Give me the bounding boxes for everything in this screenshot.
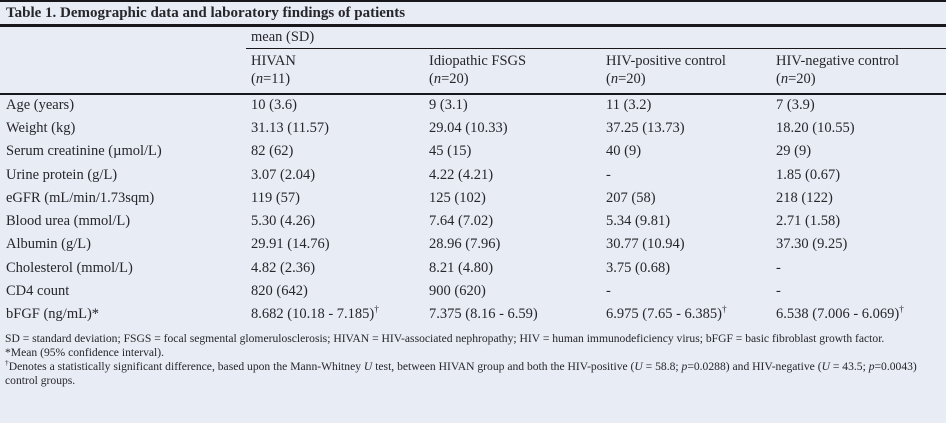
data-cell: 125 (102) bbox=[429, 189, 486, 206]
column-header-hiv-positive-control: HIV-positive control (n=20) bbox=[601, 48, 771, 95]
row-label: Albumin (g/L) bbox=[6, 236, 91, 253]
table-title: Table 1. Demographic data and laboratory… bbox=[0, 0, 946, 27]
data-cell: 6.538 (7.006 - 6.069)† bbox=[776, 305, 904, 323]
column-n: (n=11) bbox=[251, 71, 291, 87]
data-cell: 7.375 (8.16 - 6.59) bbox=[429, 306, 538, 323]
table-row-age: Age (years) 10 (3.6) 9 (3.1) 11 (3.2) 7 … bbox=[0, 94, 946, 117]
header-spacer bbox=[0, 48, 246, 95]
mean-sd-row: mean (SD) bbox=[0, 27, 946, 49]
data-cell: 7 (3.9) bbox=[776, 97, 815, 114]
column-label: HIV-positive control bbox=[606, 52, 726, 69]
column-label: HIV-negative control bbox=[776, 52, 900, 69]
data-cell: - bbox=[776, 283, 781, 300]
data-cell: 7.64 (7.02) bbox=[429, 213, 494, 230]
data-cell: 82 (62) bbox=[251, 143, 294, 160]
table-row-albumin: Albumin (g/L) 29.91 (14.76) 28.96 (7.96)… bbox=[0, 233, 946, 256]
data-cell: 30.77 (10.94) bbox=[606, 236, 685, 253]
data-cell: 8.21 (4.80) bbox=[429, 259, 494, 276]
data-cell: 29.91 (14.76) bbox=[251, 236, 330, 253]
data-cell: 4.82 (2.36) bbox=[251, 259, 316, 276]
data-cell: 3.07 (2.04) bbox=[251, 166, 316, 183]
data-cell: 10 (3.6) bbox=[251, 97, 297, 114]
table-row-bfgf: bFGF (ng/mL)* 8.682 (10.18 - 7.185)† 7.3… bbox=[0, 303, 946, 326]
data-cell: - bbox=[776, 259, 781, 276]
data-cell: 1.85 (0.67) bbox=[776, 166, 841, 183]
data-cell: 5.30 (4.26) bbox=[251, 213, 316, 230]
column-header-idiopathic-fsgs: Idiopathic FSGS (n=20) bbox=[424, 48, 601, 95]
row-label: bFGF (ng/mL)* bbox=[6, 306, 100, 323]
table-row-cd4-count: CD4 count 820 (642) 900 (620) - - bbox=[0, 280, 946, 303]
data-cell: 900 (620) bbox=[429, 283, 486, 300]
table-footnotes: SD = standard deviation; FSGS = focal se… bbox=[0, 326, 946, 388]
table-row-blood-urea: Blood urea (mmol/L) 5.30 (4.26) 7.64 (7.… bbox=[0, 210, 946, 233]
column-n: (n=20) bbox=[776, 71, 816, 87]
row-label: Blood urea (mmol/L) bbox=[6, 213, 131, 230]
row-label: Serum creatinine (µmol/L) bbox=[6, 143, 162, 160]
column-n: (n=20) bbox=[606, 71, 646, 87]
data-cell: 820 (642) bbox=[251, 283, 308, 300]
data-cell: 37.30 (9.25) bbox=[776, 236, 848, 253]
data-cell: 31.13 (11.57) bbox=[251, 119, 329, 136]
table-row-weight: Weight (kg) 31.13 (11.57) 29.04 (10.33) … bbox=[0, 117, 946, 140]
data-cell: - bbox=[606, 166, 611, 183]
data-cell: 3.75 (0.68) bbox=[606, 259, 671, 276]
data-cell: 119 (57) bbox=[251, 189, 300, 206]
row-label: Age (years) bbox=[6, 97, 75, 114]
row-label: Cholesterol (mmol/L) bbox=[6, 259, 133, 276]
column-header-row: HIVAN (n=11) Idiopathic FSGS (n=20) HIV-… bbox=[0, 48, 946, 95]
column-label: HIVAN bbox=[251, 52, 296, 69]
data-cell: 40 (9) bbox=[606, 143, 642, 160]
table-row-urine-protein: Urine protein (g/L) 3.07 (2.04) 4.22 (4.… bbox=[0, 163, 946, 186]
table-row-egfr: eGFR (mL/min/1.73sqm) 119 (57) 125 (102)… bbox=[0, 187, 946, 210]
data-cell: 8.682 (10.18 - 7.185)† bbox=[251, 305, 379, 323]
column-label: Idiopathic FSGS bbox=[429, 52, 527, 69]
footnote-significance: †Denotes a statistically significant dif… bbox=[5, 358, 917, 388]
data-cell: - bbox=[606, 283, 611, 300]
data-cell: 6.975 (7.65 - 6.385)† bbox=[606, 305, 727, 323]
data-cell: 29.04 (10.33) bbox=[429, 119, 508, 136]
header-spacer bbox=[0, 27, 246, 48]
row-label: eGFR (mL/min/1.73sqm) bbox=[6, 189, 155, 206]
data-cell: 45 (15) bbox=[429, 143, 472, 160]
demographics-table: mean (SD) HIVAN (n=11) Idiopathic FSGS (… bbox=[0, 27, 946, 326]
mean-sd-span-header: mean (SD) bbox=[246, 27, 946, 49]
data-cell: 2.71 (1.58) bbox=[776, 213, 841, 230]
data-cell: 28.96 (7.96) bbox=[429, 236, 501, 253]
data-cell: 18.20 (10.55) bbox=[776, 119, 855, 136]
table-row-cholesterol: Cholesterol (mmol/L) 4.82 (2.36) 8.21 (4… bbox=[0, 257, 946, 280]
data-cell: 207 (58) bbox=[606, 189, 656, 206]
column-header-hiv-negative-control: HIV-negative control (n=20) bbox=[771, 48, 946, 95]
data-cell: 11 (3.2) bbox=[606, 97, 652, 114]
data-cell: 9 (3.1) bbox=[429, 97, 468, 114]
column-header-hivan: HIVAN (n=11) bbox=[246, 48, 424, 95]
data-cell: 218 (122) bbox=[776, 189, 833, 206]
table-row-serum-creatinine: Serum creatinine (µmol/L) 82 (62) 45 (15… bbox=[0, 140, 946, 163]
column-n: (n=20) bbox=[429, 71, 469, 87]
data-cell: 5.34 (9.81) bbox=[606, 213, 671, 230]
data-cell: 4.22 (4.21) bbox=[429, 166, 494, 183]
row-label: Weight (kg) bbox=[6, 119, 76, 136]
row-label: Urine protein (g/L) bbox=[6, 166, 118, 183]
footnote-mean-ci: *Mean (95% confidence interval). bbox=[5, 346, 165, 360]
row-label: CD4 count bbox=[6, 283, 70, 300]
data-cell: 29 (9) bbox=[776, 143, 812, 160]
footnote-abbreviations: SD = standard deviation; FSGS = focal se… bbox=[5, 332, 885, 346]
data-cell: 37.25 (13.73) bbox=[606, 119, 685, 136]
